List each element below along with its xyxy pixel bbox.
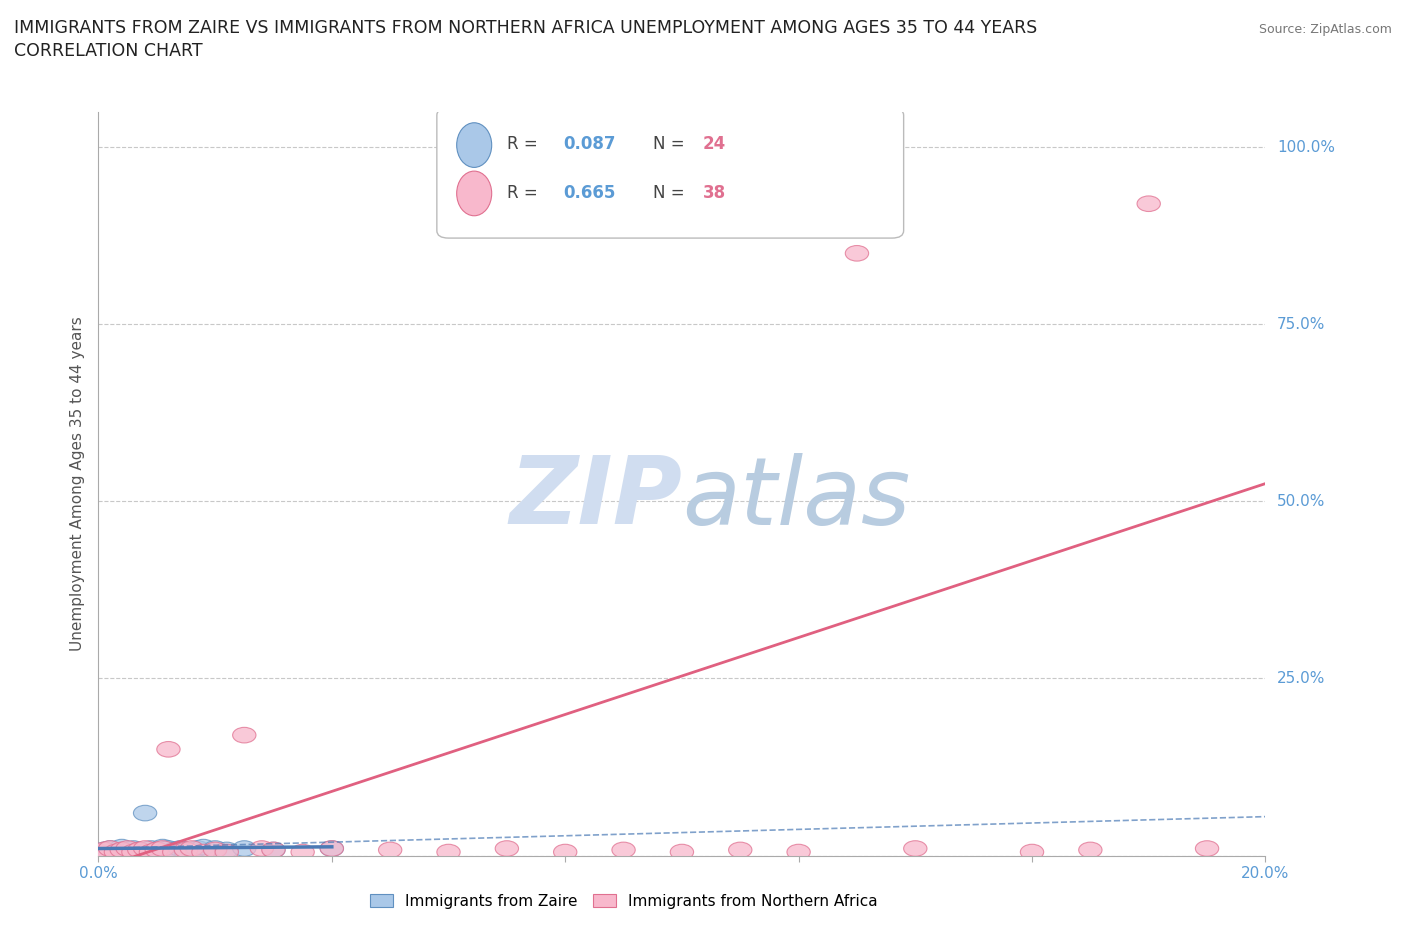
Text: 0.087: 0.087 [562,135,616,153]
Ellipse shape [157,841,180,857]
Ellipse shape [250,841,273,857]
Ellipse shape [215,844,239,860]
Ellipse shape [495,841,519,857]
Text: CORRELATION CHART: CORRELATION CHART [14,42,202,60]
Text: R =: R = [508,135,543,153]
Ellipse shape [174,843,198,857]
Ellipse shape [437,844,460,860]
Ellipse shape [174,844,198,860]
Ellipse shape [93,843,115,857]
Ellipse shape [1137,196,1160,211]
Ellipse shape [191,844,215,860]
Text: IMMIGRANTS FROM ZAIRE VS IMMIGRANTS FROM NORTHERN AFRICA UNEMPLOYMENT AMONG AGES: IMMIGRANTS FROM ZAIRE VS IMMIGRANTS FROM… [14,19,1038,36]
Text: atlas: atlas [682,453,910,544]
Ellipse shape [191,839,215,855]
Ellipse shape [98,841,122,857]
Y-axis label: Unemployment Among Ages 35 to 44 years: Unemployment Among Ages 35 to 44 years [70,316,86,651]
Ellipse shape [1021,844,1043,860]
Ellipse shape [215,843,239,857]
Ellipse shape [204,843,226,857]
Ellipse shape [115,841,139,857]
Ellipse shape [87,844,110,860]
Ellipse shape [134,805,157,821]
Ellipse shape [128,843,150,857]
Ellipse shape [180,841,204,857]
Ellipse shape [787,844,810,860]
Ellipse shape [1195,841,1219,857]
Ellipse shape [232,727,256,743]
Text: 25.0%: 25.0% [1277,671,1326,686]
Ellipse shape [115,843,139,858]
Ellipse shape [204,841,226,857]
Text: 50.0%: 50.0% [1277,494,1326,509]
Ellipse shape [169,841,191,857]
Ellipse shape [145,843,169,857]
Ellipse shape [728,843,752,857]
Ellipse shape [93,843,115,857]
Ellipse shape [1078,843,1102,857]
Ellipse shape [139,841,163,857]
Text: 38: 38 [703,184,725,203]
Legend: Immigrants from Zaire, Immigrants from Northern Africa: Immigrants from Zaire, Immigrants from N… [364,888,883,915]
Ellipse shape [122,844,145,860]
Text: 100.0%: 100.0% [1277,140,1336,154]
Ellipse shape [457,171,492,216]
Text: 0.665: 0.665 [562,184,616,203]
Ellipse shape [104,844,128,860]
Text: Source: ZipAtlas.com: Source: ZipAtlas.com [1258,23,1392,36]
FancyBboxPatch shape [437,108,904,238]
Ellipse shape [104,844,128,860]
Ellipse shape [612,843,636,857]
Ellipse shape [98,841,122,857]
Ellipse shape [186,841,209,857]
Ellipse shape [157,741,180,757]
Text: 75.0%: 75.0% [1277,317,1326,332]
Ellipse shape [845,246,869,261]
Ellipse shape [291,844,315,860]
Text: N =: N = [652,135,689,153]
Ellipse shape [262,843,285,857]
Ellipse shape [457,123,492,167]
Ellipse shape [163,843,186,857]
Ellipse shape [671,844,693,860]
Ellipse shape [110,843,134,857]
Ellipse shape [150,839,174,855]
Ellipse shape [378,843,402,857]
Ellipse shape [321,841,343,857]
Ellipse shape [904,841,927,857]
Text: 24: 24 [703,135,725,153]
Ellipse shape [128,843,150,857]
Text: R =: R = [508,184,543,203]
Ellipse shape [150,841,174,857]
Ellipse shape [134,841,157,857]
Ellipse shape [180,843,204,857]
Ellipse shape [321,841,343,857]
Ellipse shape [122,841,145,857]
Ellipse shape [145,843,169,857]
Ellipse shape [163,844,186,860]
Ellipse shape [87,844,110,860]
Ellipse shape [232,841,256,857]
Text: ZIP: ZIP [509,453,682,544]
Ellipse shape [139,844,163,860]
Ellipse shape [262,843,285,857]
Ellipse shape [554,844,576,860]
Ellipse shape [110,839,134,855]
Text: N =: N = [652,184,689,203]
